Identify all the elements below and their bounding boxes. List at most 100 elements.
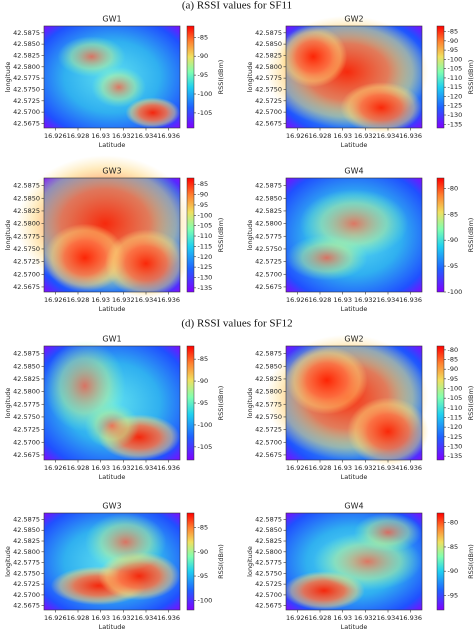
x-tick-label: 16.928: [67, 132, 90, 140]
y-tick-label: 42.5875: [255, 350, 282, 358]
heatmap-hotspot: [340, 82, 423, 134]
y-tick-label: 42.5875: [13, 515, 40, 523]
y-tick-label: 42.5750: [13, 413, 40, 421]
colorbar-tick-label: -105: [198, 222, 213, 230]
colorbar-tick-label: -85: [198, 355, 209, 363]
y-tick-label: 42.5850: [255, 526, 282, 534]
colorbar-tick-label: -100: [198, 421, 213, 429]
colorbar: [436, 177, 445, 293]
y-tick-label: 42.5750: [255, 245, 282, 253]
plot-frame: [43, 177, 181, 293]
y-tick-label: 42.5675: [255, 602, 282, 610]
y-tick-label: 42.5750: [255, 413, 282, 421]
colorbar-tick-label: -90: [448, 365, 459, 373]
colorbar-label: RSSI(dBm): [217, 60, 225, 95]
x-tick-label: 16.93: [333, 614, 352, 622]
x-tick-label: 16.934: [135, 464, 158, 472]
y-tick-label: 42.5750: [255, 85, 282, 93]
colorbar-tick-label: -120: [448, 92, 463, 100]
heatmap-hotspot: [44, 223, 126, 292]
y-tick-label: 42.5700: [13, 270, 40, 278]
chart-title: GW4: [344, 502, 363, 511]
x-tick-label: 16.932: [112, 132, 135, 140]
y-tick-label: 42.5775: [255, 400, 282, 408]
y-tick-label: 42.5725: [13, 258, 40, 266]
colorbar-tick-label: -90: [448, 567, 459, 575]
x-tick-label: 16.936: [157, 614, 180, 622]
x-tick-label: 16.928: [309, 464, 332, 472]
colorbar-tick-label: -85: [198, 180, 209, 188]
x-tick-label: 16.934: [135, 296, 158, 304]
y-axis-label: longitude: [246, 220, 254, 251]
colorbar-tick-label: -90: [198, 377, 209, 385]
x-tick-label: 16.936: [157, 296, 180, 304]
y-tick-label: 42.5675: [255, 283, 282, 291]
colorbar-tick-label: -95: [198, 71, 209, 79]
y-tick-label: 42.5800: [255, 388, 282, 396]
x-tick-label: 16.93: [91, 132, 110, 140]
y-axis-label: longitude: [246, 546, 254, 577]
colorbar-tick-label: -95: [198, 201, 209, 209]
y-tick-label: 42.5725: [255, 580, 282, 588]
colorbar-tick-label: -85: [448, 28, 459, 36]
colorbar-tick-label: -110: [198, 232, 213, 240]
colorbar-tick-label: -105: [448, 394, 463, 402]
y-tick-label: 42.5775: [255, 74, 282, 82]
y-axis-label: longitude: [4, 388, 12, 419]
x-tick-label: 16.932: [354, 132, 377, 140]
x-axis-label: Latitude: [341, 141, 368, 149]
colorbar-tick-label: -100: [198, 211, 213, 219]
colorbar-tick-label: -135: [448, 120, 463, 128]
x-tick-label: 16.928: [67, 296, 90, 304]
x-tick-label: 16.932: [354, 614, 377, 622]
y-tick-label: 42.5700: [255, 591, 282, 599]
y-tick-label: 42.5850: [255, 362, 282, 370]
colorbar-tick-label: -115: [198, 242, 213, 250]
colorbar-tick-label: -85: [448, 356, 459, 364]
section-title: (a) RSSI values for SF11: [182, 0, 292, 12]
y-axis-label: longitude: [4, 546, 12, 577]
y-tick-label: 42.5675: [13, 451, 40, 459]
y-tick-label: 42.5775: [13, 400, 40, 408]
y-tick-label: 42.5775: [13, 74, 40, 82]
y-tick-label: 42.5825: [255, 207, 282, 215]
colorbar-tick-label: -95: [198, 399, 209, 407]
colorbar-tick-label: -90: [448, 236, 459, 244]
y-axis-label: longitude: [4, 62, 12, 93]
colorbar-tick-label: -90: [198, 548, 209, 556]
colorbar-tick-label: -80: [448, 519, 459, 527]
x-tick-label: 16.93: [333, 464, 352, 472]
x-tick-label: 16.934: [377, 464, 400, 472]
colorbar-tick-label: -120: [448, 423, 463, 431]
y-axis-label: longitude: [4, 220, 12, 251]
colorbar-tick-label: -135: [448, 452, 463, 460]
y-tick-label: 42.5850: [13, 194, 40, 202]
colorbar: [186, 25, 195, 129]
y-tick-label: 42.5725: [13, 97, 40, 105]
colorbar-tick-label: -130: [448, 111, 463, 119]
y-tick-label: 42.5825: [255, 375, 282, 383]
y-tick-label: 42.5800: [255, 63, 282, 71]
y-tick-label: 42.5875: [13, 350, 40, 358]
x-axis-label: Latitude: [99, 141, 126, 149]
x-axis-label: Latitude: [341, 305, 368, 313]
y-tick-label: 42.5725: [255, 258, 282, 266]
x-tick-label: 16.936: [157, 464, 180, 472]
colorbar-tick-label: -100: [198, 596, 213, 604]
y-tick-label: 42.5725: [13, 580, 40, 588]
y-axis-label: longitude: [246, 388, 254, 419]
y-tick-label: 42.5850: [13, 40, 40, 48]
y-tick-label: 42.5825: [13, 375, 40, 383]
colorbar-tick-label: -130: [448, 442, 463, 450]
colorbar-tick-label: -80: [448, 184, 459, 192]
heatmap-hotspot: [286, 234, 368, 281]
y-tick-label: 42.5825: [13, 51, 40, 59]
plot-frame: [285, 345, 423, 461]
colorbar-tick-label: -110: [448, 74, 463, 82]
plot-frame: [285, 512, 423, 611]
y-tick-label: 42.5875: [255, 29, 282, 37]
colorbar-label: RSSI(dBm): [217, 544, 225, 579]
heatmap-hotspot: [91, 66, 146, 108]
y-tick-label: 42.5750: [255, 569, 282, 577]
